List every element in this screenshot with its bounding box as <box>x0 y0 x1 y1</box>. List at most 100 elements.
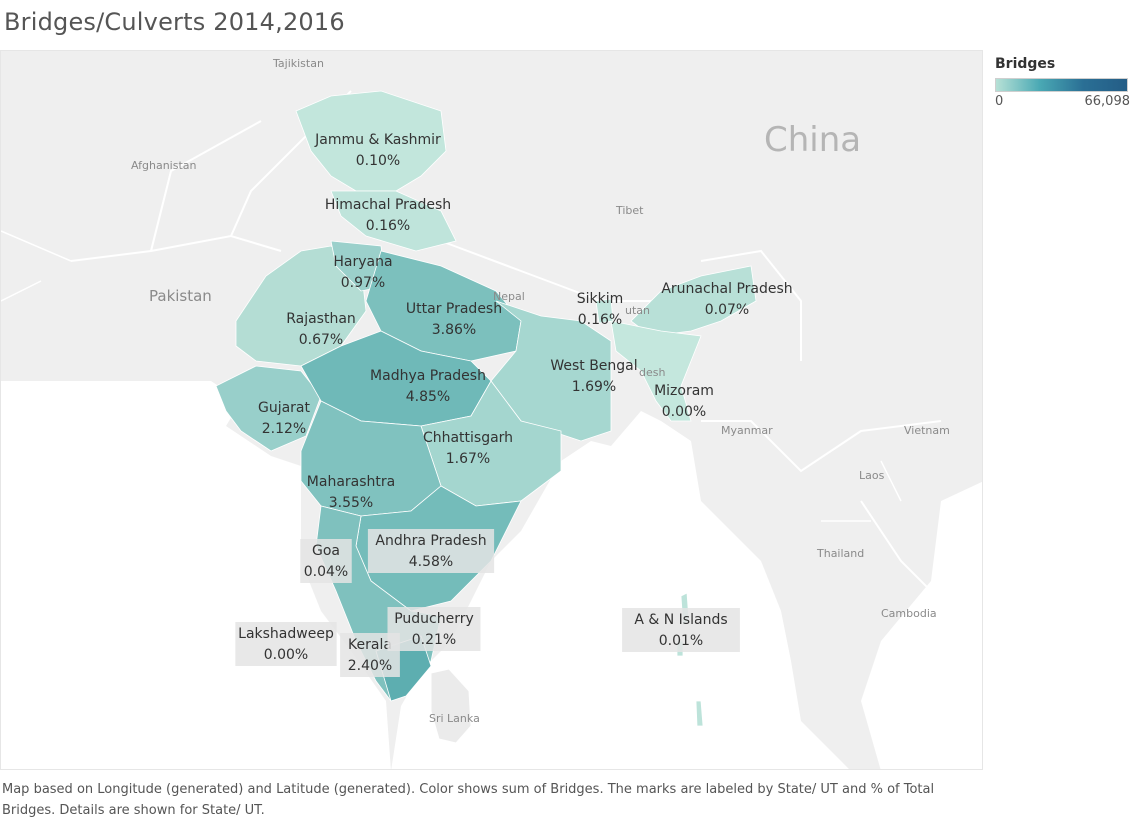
state-pct: 0.01% <box>659 633 703 649</box>
state-label-west-bengal: West Bengal 1.69% <box>550 358 637 395</box>
state-label-haryana: Haryana 0.97% <box>333 254 392 291</box>
label-box <box>622 608 740 652</box>
map-view[interactable]: Tajikistan Afghanistan Pakistan China Ti… <box>0 50 983 770</box>
state-pct: 0.00% <box>662 404 706 420</box>
state-label-puducherry: Puducherry 0.21% <box>387 607 481 651</box>
arabian-sea <box>1 381 391 769</box>
label-nepal: Nepal <box>493 290 525 303</box>
label-vietnam: Vietnam <box>904 424 950 437</box>
state-name: Jammu & Kashmir <box>314 132 441 148</box>
label-bangladesh: desh <box>639 366 665 379</box>
state-label-maharashtra: Maharashtra 3.55% <box>307 474 395 511</box>
state-name: West Bengal <box>550 358 637 374</box>
state-label-madhya-pradesh: Madhya Pradesh 4.85% <box>370 368 486 405</box>
label-box <box>387 607 481 651</box>
label-sri-lanka: Sri Lanka <box>429 712 480 725</box>
state-pct: 0.21% <box>412 632 456 648</box>
south-china-sea <box>861 481 982 769</box>
legend-title: Bridges <box>995 56 1056 72</box>
state-name: Himachal Pradesh <box>325 197 451 213</box>
sri-lanka-shape <box>430 668 472 744</box>
border-lines-minor <box>1 230 902 522</box>
state-pct: 0.16% <box>578 312 622 328</box>
state-label-uttar-pradesh: Uttar Pradesh 3.86% <box>406 301 502 338</box>
state-sikkim[interactable] <box>595 298 614 324</box>
state-label-goa: Goa 0.04% <box>300 539 352 583</box>
state-name: Mizoram <box>654 383 714 399</box>
chart-title: Bridges/Culverts 2014,2016 <box>4 8 345 36</box>
state-pct: 3.86% <box>432 322 476 338</box>
state-pct: 2.40% <box>348 658 392 674</box>
state-pct: 0.16% <box>366 218 410 234</box>
label-myanmar: Myanmar <box>721 424 773 437</box>
state-pct: 0.07% <box>705 302 749 318</box>
state-label-andhra-pradesh: Andhra Pradesh 4.58% <box>367 529 495 573</box>
state-label-chhattisgarh: Chhattisgarh 1.67% <box>423 430 513 467</box>
state-name: Madhya Pradesh <box>370 368 486 384</box>
label-pakistan: Pakistan <box>149 287 212 305</box>
geo-labels-layer: Tajikistan Afghanistan Pakistan China Ti… <box>131 57 950 725</box>
state-name: Sikkim <box>577 291 624 307</box>
label-laos: Laos <box>859 469 885 482</box>
bay-of-bengal <box>391 411 849 769</box>
state-pct: 0.00% <box>264 647 308 663</box>
legend-min: 0 <box>995 94 1004 109</box>
state-name: Maharashtra <box>307 474 395 490</box>
state-pct: 2.12% <box>262 421 306 437</box>
state-name: Andhra Pradesh <box>375 533 486 549</box>
legend-gradient <box>995 78 1128 92</box>
state-himachal-pradesh[interactable] <box>330 190 457 252</box>
state-name: A & N Islands <box>634 612 727 628</box>
color-legend: Bridges 0 66,098 <box>995 56 1130 109</box>
state-label-mizoram: Mizoram 0.00% <box>654 383 714 420</box>
label-box <box>235 622 337 666</box>
state-name: Chhattisgarh <box>423 430 513 446</box>
state-labels-layer: Jammu & Kashmir 0.10% Himachal Pradesh 0.16… <box>235 132 793 677</box>
state-pct: 4.85% <box>406 389 450 405</box>
state-label-jammu-kashmir: Jammu & Kashmir 0.10% <box>314 132 441 169</box>
state-name: Haryana <box>333 254 392 270</box>
state-label-rajasthan: Rajasthan 0.67% <box>286 311 356 348</box>
label-box <box>300 539 352 583</box>
state-name: Goa <box>312 543 340 559</box>
state-pct: 0.97% <box>341 275 385 291</box>
state-label-arunachal-pradesh: Arunachal Pradesh 0.07% <box>661 281 792 318</box>
state-uttar-pradesh[interactable] <box>365 250 522 362</box>
state-name: Gujarat <box>258 400 311 416</box>
state-rajasthan[interactable] <box>235 245 367 367</box>
state-gujarat[interactable] <box>215 365 322 452</box>
state-northeast[interactable] <box>610 320 702 422</box>
label-bhutan: utan <box>625 304 650 317</box>
state-name: Kerala <box>348 637 392 653</box>
state-name: Arunachal Pradesh <box>661 281 792 297</box>
label-thailand: Thailand <box>816 547 864 560</box>
state-label-himachal-pradesh: Himachal Pradesh 0.16% <box>325 197 451 234</box>
legend-max: 66,098 <box>1084 94 1131 109</box>
state-pct: 0.10% <box>356 153 400 169</box>
map-svg[interactable] <box>1 51 983 770</box>
label-tajikistan: Tajikistan <box>272 57 324 70</box>
state-pct: 1.67% <box>446 451 490 467</box>
state-pct: 0.04% <box>304 564 348 580</box>
state-name: Lakshadweep <box>238 626 334 642</box>
state-pct: 1.69% <box>572 379 616 395</box>
state-label-gujarat: Gujarat 2.12% <box>258 400 311 437</box>
label-afghanistan: Afghanistan <box>131 159 197 172</box>
caption-text: Map based on Longitude (generated) and L… <box>2 782 935 818</box>
state-name: Puducherry <box>394 611 474 627</box>
label-tibet: Tibet <box>615 204 644 217</box>
state-pct: 0.67% <box>299 332 343 348</box>
state-label-a-n-islands: A & N Islands 0.01% <box>622 608 740 652</box>
state-west-bengal[interactable] <box>490 300 612 442</box>
state-name: Rajasthan <box>286 311 356 327</box>
state-name: Uttar Pradesh <box>406 301 502 317</box>
label-china: China <box>764 120 861 160</box>
state-jammu-kashmir[interactable] <box>295 90 447 192</box>
label-box <box>367 529 495 573</box>
state-label-lakshadweep: Lakshadweep 0.00% <box>235 622 337 666</box>
state-pct: 3.55% <box>329 495 373 511</box>
state-label-sikkim: Sikkim 0.16% <box>577 291 624 328</box>
state-label-kerala: Kerala 2.40% <box>340 633 400 677</box>
label-cambodia: Cambodia <box>881 607 937 620</box>
state-pct: 4.58% <box>409 554 453 570</box>
